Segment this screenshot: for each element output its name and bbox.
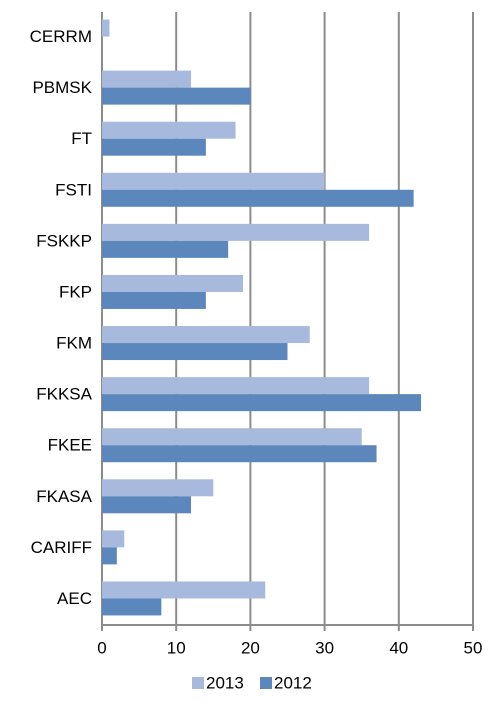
bar: [102, 87, 251, 105]
bar: [102, 19, 110, 37]
bar: [102, 172, 325, 190]
x-tick-label: 10: [167, 638, 186, 657]
bar: [102, 598, 162, 616]
bar: [102, 547, 117, 565]
bar: [102, 496, 192, 514]
x-tick-label: 40: [389, 638, 408, 657]
y-tick-label: FKEE: [48, 436, 92, 455]
bar: [102, 274, 243, 292]
bar: [102, 428, 362, 446]
bar: [102, 240, 229, 258]
x-tick-label: 30: [315, 638, 334, 657]
y-tick-label: PBMSK: [32, 78, 92, 97]
legend-swatch: [260, 677, 272, 689]
x-tick-label: 50: [464, 638, 483, 657]
y-tick-label: FSTI: [55, 180, 92, 199]
y-tick-label: FKM: [56, 334, 92, 353]
bar: [102, 121, 236, 139]
x-tick-label: 0: [97, 638, 106, 657]
x-tick-label: 20: [241, 638, 260, 657]
y-tick-label: FKP: [59, 282, 92, 301]
legend-label: 2012: [274, 673, 312, 692]
bar: [102, 445, 377, 463]
bar: [102, 479, 214, 497]
bar: [102, 530, 125, 548]
legend-swatch: [192, 677, 204, 689]
bar: [102, 138, 206, 156]
bar: [102, 223, 370, 241]
bar: [102, 343, 288, 361]
y-tick-label: CERRM: [30, 27, 92, 46]
bar: [102, 189, 414, 207]
y-tick-label: CARIFF: [31, 538, 92, 557]
bar: [102, 326, 310, 344]
legend-label: 2013: [206, 673, 244, 692]
bar: [102, 70, 192, 88]
y-tick-label: FKASA: [36, 487, 92, 506]
bar: [102, 377, 370, 395]
bar: [102, 291, 206, 309]
bar: [102, 581, 266, 599]
y-tick-label: FKKSA: [36, 385, 92, 404]
y-tick-label: AEC: [57, 589, 92, 608]
bar: [102, 394, 422, 412]
y-tick-label: FT: [71, 129, 92, 148]
y-tick-label: FSKKP: [36, 231, 92, 250]
